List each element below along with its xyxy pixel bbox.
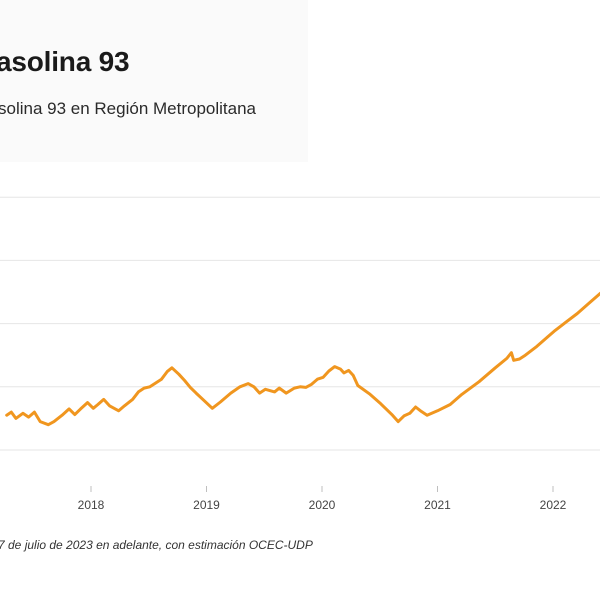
x-tick-label: 2021 bbox=[424, 498, 451, 512]
header-panel bbox=[0, 0, 308, 162]
chart-title: asolina 93 bbox=[0, 46, 130, 77]
footnote: 7 de julio de 2023 en adelante, con esti… bbox=[0, 538, 313, 552]
x-axis: 2018 2019 2020 2021 2022 bbox=[78, 486, 567, 512]
series-layer bbox=[5, 291, 600, 427]
x-tick-label: 2019 bbox=[193, 498, 220, 512]
x-tick-label: 2022 bbox=[540, 498, 567, 512]
gridlines bbox=[0, 196, 600, 451]
x-tick-label: 2020 bbox=[309, 498, 336, 512]
x-tick-label: 2018 bbox=[78, 498, 105, 512]
chart-subtitle: solina 93 en Región Metropolitana bbox=[0, 99, 257, 118]
series-line bbox=[5, 291, 600, 427]
